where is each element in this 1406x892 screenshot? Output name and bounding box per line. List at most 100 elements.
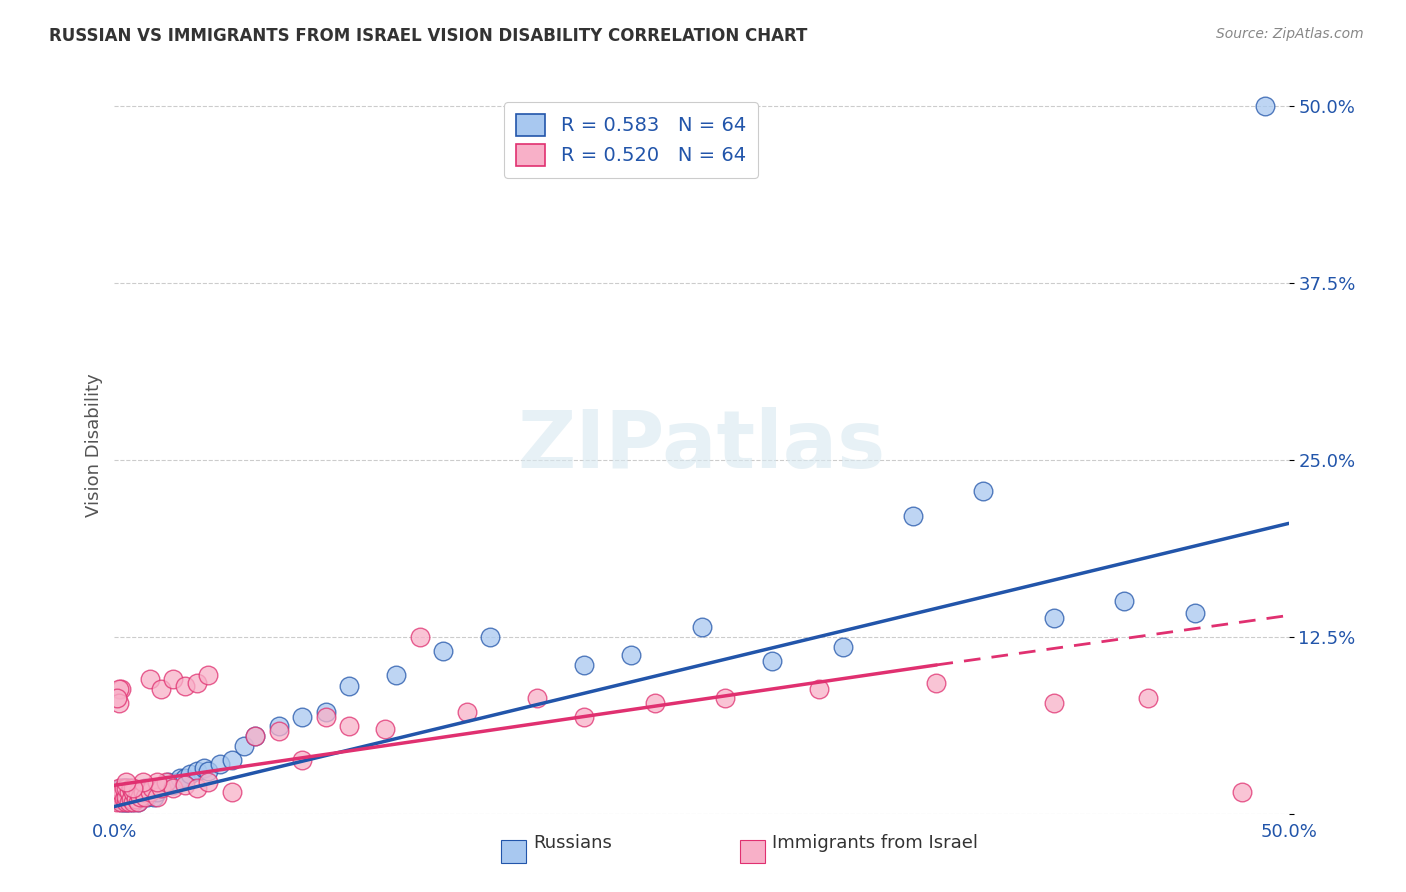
Point <box>138 785 160 799</box>
Point <box>110 781 132 796</box>
Point <box>145 775 167 789</box>
Point <box>108 696 131 710</box>
Point <box>337 679 360 693</box>
Point <box>131 785 153 799</box>
Point <box>761 654 783 668</box>
Point <box>136 789 159 804</box>
Point <box>209 757 232 772</box>
Point <box>108 681 131 696</box>
Point <box>925 676 948 690</box>
Point <box>120 785 142 799</box>
Point <box>108 792 131 806</box>
Text: Source: ZipAtlas.com: Source: ZipAtlas.com <box>1216 27 1364 41</box>
Point <box>1043 696 1066 710</box>
Point <box>112 792 135 806</box>
Point <box>110 795 132 809</box>
Point <box>221 785 243 799</box>
Point <box>115 775 138 789</box>
Point <box>173 679 195 693</box>
Point <box>120 781 142 796</box>
Point <box>808 681 831 696</box>
Point <box>117 795 139 809</box>
Point <box>112 781 135 796</box>
Point <box>245 729 267 743</box>
Point <box>141 781 163 796</box>
Point <box>193 761 215 775</box>
Point <box>105 690 128 705</box>
Point <box>179 767 201 781</box>
Point <box>385 668 408 682</box>
Point <box>129 789 152 804</box>
Point <box>690 620 713 634</box>
Point <box>122 781 145 796</box>
Point <box>129 789 152 804</box>
Point <box>115 795 138 809</box>
Point <box>120 792 142 806</box>
Point <box>122 795 145 809</box>
Point <box>620 648 643 662</box>
Point <box>115 795 138 809</box>
Point <box>901 509 924 524</box>
Point <box>155 775 177 789</box>
Point <box>143 789 166 804</box>
Point <box>173 778 195 792</box>
Point <box>409 630 432 644</box>
Point <box>117 789 139 804</box>
Point <box>127 785 149 799</box>
Point <box>456 705 478 719</box>
Point <box>373 722 395 736</box>
Point <box>110 681 132 696</box>
Point <box>117 781 139 796</box>
Point <box>138 672 160 686</box>
Point <box>169 771 191 785</box>
Point <box>105 785 128 799</box>
Point <box>267 719 290 733</box>
Y-axis label: Vision Disability: Vision Disability <box>86 374 103 517</box>
Point <box>145 785 167 799</box>
Point <box>127 785 149 799</box>
Point <box>127 795 149 809</box>
Point <box>120 792 142 806</box>
Point <box>155 778 177 792</box>
Point <box>150 781 173 796</box>
Point <box>134 789 156 804</box>
Point <box>291 753 314 767</box>
Point <box>162 778 184 792</box>
Point <box>115 789 138 804</box>
Point <box>315 705 337 719</box>
Point <box>1254 99 1277 113</box>
Point <box>166 775 188 789</box>
Point <box>134 781 156 796</box>
Point <box>479 630 502 644</box>
Point <box>117 795 139 809</box>
Point <box>173 771 195 785</box>
Point <box>221 753 243 767</box>
Point <box>115 781 138 796</box>
Point <box>131 775 153 789</box>
Point <box>108 785 131 799</box>
Point <box>141 781 163 796</box>
Legend: R = 0.583   N = 64, R = 0.520   N = 64: R = 0.583 N = 64, R = 0.520 N = 64 <box>505 102 758 178</box>
Point <box>337 719 360 733</box>
Point <box>291 710 314 724</box>
Text: Immigrants from Israel: Immigrants from Israel <box>772 833 979 852</box>
Point <box>157 775 180 789</box>
Point <box>1230 785 1253 799</box>
Text: Russians: Russians <box>533 833 612 852</box>
Point <box>572 657 595 672</box>
Point <box>714 690 737 705</box>
Point <box>315 710 337 724</box>
Point <box>117 785 139 799</box>
Point <box>110 789 132 804</box>
Point <box>138 785 160 799</box>
Point <box>644 696 666 710</box>
Point <box>122 785 145 799</box>
Point <box>526 690 548 705</box>
Point <box>972 483 994 498</box>
Point <box>150 681 173 696</box>
Point <box>267 724 290 739</box>
Point <box>162 672 184 686</box>
Point <box>197 764 219 778</box>
Point <box>1136 690 1159 705</box>
Point <box>1114 594 1136 608</box>
